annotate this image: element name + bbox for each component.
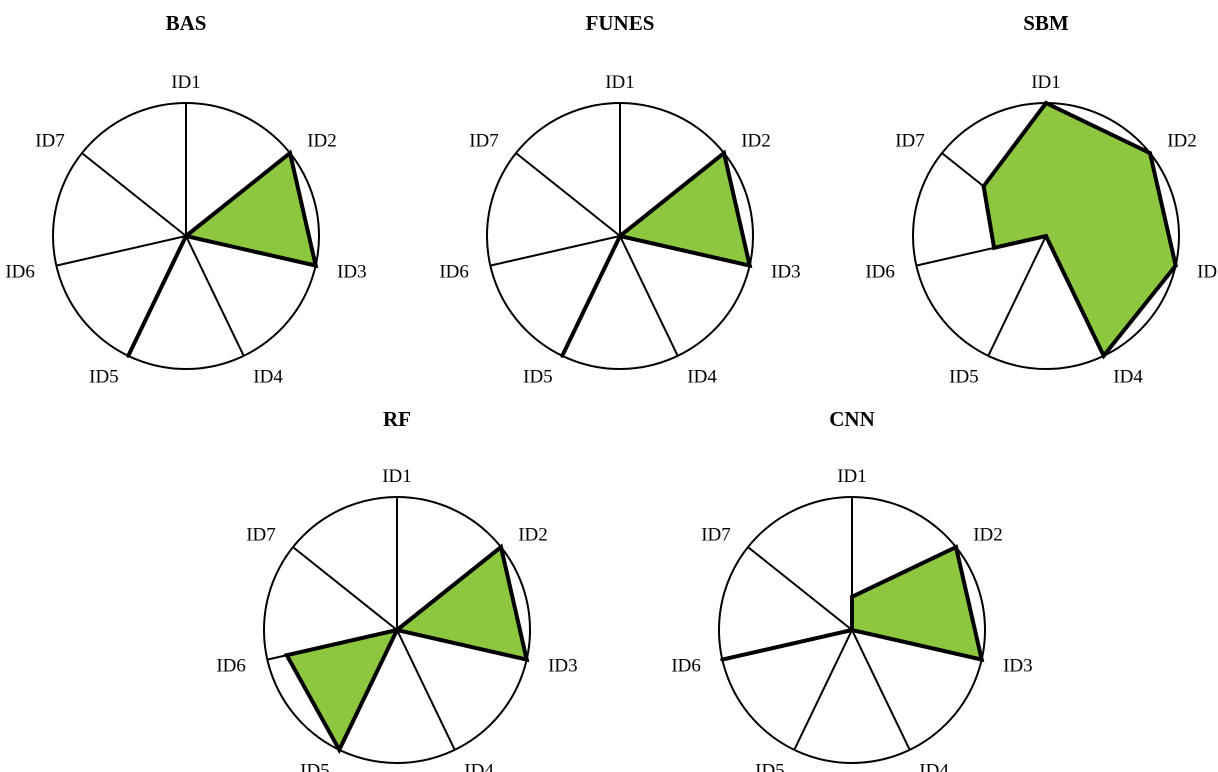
axis-spoke-id4 [185, 235, 245, 357]
data-area-sbm [981, 100, 1178, 360]
axis-label-id4: ID4 [1113, 367, 1143, 388]
axis-label-id4: ID4 [919, 761, 949, 772]
axis-spoke-id4 [396, 629, 456, 751]
axis-spoke-id7 [81, 152, 187, 237]
data-point-id2 [288, 151, 292, 156]
axis-label-id7: ID7 [895, 130, 925, 151]
axis-label-id1: ID1 [171, 72, 201, 93]
data-point-id2 [722, 151, 726, 156]
radar-cnn: CNN ID1 ID2 ID3 ID4 ID5 ID6 ID7 [671, 407, 1032, 772]
axis-spoke-id5 [987, 235, 1047, 357]
data-point-id3 [747, 263, 752, 268]
axis-spoke-id5 [793, 629, 853, 751]
axis-spoke-id7 [747, 546, 853, 631]
axis-spoke-id7 [292, 546, 398, 631]
axis-spoke-id4 [619, 235, 679, 357]
axis-label-id2: ID2 [741, 130, 771, 151]
axis-label-id5: ID5 [300, 761, 330, 772]
axis-label-id5: ID5 [949, 367, 979, 388]
axis-spoke-id7 [515, 152, 621, 237]
axis-label-id7: ID7 [469, 130, 499, 151]
axis-label-id2: ID2 [973, 524, 1003, 545]
radar-bas: BAS ID1 ID2 ID3 ID4 ID5 ID6 ID7 [5, 11, 366, 388]
chart-title-rf: RF [383, 407, 411, 431]
data-point-id3 [313, 263, 318, 268]
axis-label-id3: ID3 [771, 262, 801, 283]
data-point-id3 [1173, 263, 1178, 268]
radar-sbm: SBM ID1 ID2 ID3 ID4 ID5 ID6 ID7 [865, 11, 1218, 388]
axis-label-id1: ID1 [382, 466, 412, 487]
axis-label-id7: ID7 [701, 524, 731, 545]
data-point-id5 [337, 747, 342, 752]
axis-label-id4: ID4 [464, 761, 494, 772]
axis-label-id3: ID3 [337, 262, 367, 283]
chart-title-funes: FUNES [586, 11, 655, 35]
axis-label-id6: ID6 [5, 262, 35, 283]
radar-funes: FUNES ID1 ID2 ID3 ID4 ID5 ID6 ID7 [439, 11, 800, 388]
data-point-id2 [954, 545, 958, 550]
data-point-id2 [1148, 151, 1152, 156]
axis-label-id1: ID1 [605, 72, 635, 93]
data-point-id5 [560, 353, 565, 358]
chart-title-cnn: CNN [829, 407, 875, 431]
data-point-id7 [618, 234, 622, 238]
axis-label-id1: ID1 [837, 466, 867, 487]
axis-spoke-id6 [56, 235, 187, 267]
data-area-bas [126, 149, 319, 357]
axis-label-id6: ID6 [216, 656, 246, 677]
axis-label-id5: ID5 [523, 367, 553, 388]
data-point-id4 [1101, 353, 1106, 358]
axis-spoke-id4 [851, 629, 911, 751]
data-point-id5 [1044, 234, 1048, 238]
axis-label-id7: ID7 [35, 130, 65, 151]
radar-rf: RF ID1 ID2 ID3 ID4 ID5 ID6 ID7 [216, 407, 577, 772]
data-point-id6 [284, 653, 289, 658]
axis-label-id2: ID2 [1167, 130, 1197, 151]
axis-label-id6: ID6 [865, 262, 895, 283]
axis-label-id7: ID7 [246, 524, 276, 545]
axis-label-id3: ID3 [1197, 262, 1218, 283]
axis-label-id4: ID4 [253, 367, 283, 388]
chart-title-bas: BAS [166, 11, 207, 35]
data-point-id3 [524, 657, 529, 662]
data-point-id7 [184, 234, 188, 238]
axis-label-id2: ID2 [307, 130, 337, 151]
axis-label-id2: ID2 [518, 524, 548, 545]
chart-title-sbm: SBM [1023, 11, 1069, 35]
data-point-id7 [395, 628, 399, 632]
axis-spoke-id6 [490, 235, 621, 267]
axis-label-id3: ID3 [1003, 656, 1033, 677]
data-point-id6 [992, 245, 997, 250]
axis-label-id1: ID1 [1031, 72, 1061, 93]
data-point-id7 [850, 628, 854, 632]
data-point-id6 [720, 657, 725, 662]
data-point-id1 [1044, 101, 1048, 105]
axis-label-id6: ID6 [671, 656, 701, 677]
data-area-funes [560, 149, 753, 357]
axis-label-id5: ID5 [755, 761, 785, 772]
data-point-id5 [126, 353, 131, 358]
axis-label-id3: ID3 [548, 656, 578, 677]
axis-label-id4: ID4 [687, 367, 717, 388]
data-point-id1 [850, 594, 854, 599]
data-point-id7 [981, 184, 986, 189]
axis-label-id6: ID6 [439, 262, 469, 283]
axis-label-id5: ID5 [89, 367, 119, 388]
data-point-id2 [499, 545, 503, 550]
data-point-id3 [979, 657, 984, 662]
